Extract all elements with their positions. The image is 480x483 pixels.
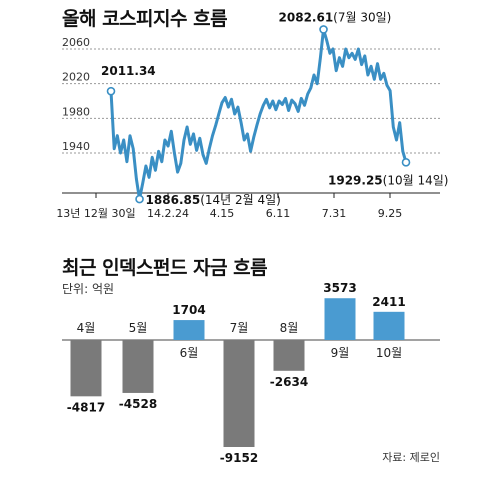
point-marker [401,158,411,167]
bar-category-label: 6월 [180,346,199,360]
y-tick-label: 1940 [62,140,90,153]
annotation-start: 2011.34 [101,64,156,78]
annotation-date: (10월 14일) [383,173,449,187]
bar-value-label: 3573 [323,281,356,295]
bar-8월 [273,340,305,371]
source-label: 자료: 제로인 [382,451,440,464]
annotation-low: 1886.85(14년 2월 4일) [146,193,281,207]
bar-value-label: 2411 [372,295,405,309]
x-tick-label: 14.2.24 [147,207,189,220]
bar-4월 [70,340,102,397]
bar-9월 [324,298,356,340]
extreme-markers [106,25,411,204]
annotation-end: 1929.25(10월 14일) [328,173,448,187]
annotation-value: 2011.34 [101,64,156,78]
bar-5월 [122,340,154,393]
bar-category-label: 9월 [331,346,350,360]
bar-value-label: -9152 [220,451,258,465]
annotations: 2011.34 1886.85(14년 2월 4일) 2082.61(7월 30일)… [101,10,448,207]
annotation-date: (14년 2월 4일) [200,193,281,207]
bar-6월 [173,320,205,340]
x-tick-label: 6.11 [266,207,291,220]
y-tick-label: 1980 [62,105,90,118]
annotation-high: 2082.61(7월 30일) [279,10,392,24]
y-axis-ticks: 2060 2020 1980 1940 [62,36,90,153]
annotation-value: 1886.85 [146,193,201,207]
bars: -4817 4월 -4528 5월 1704 6월 -9152 7월 -2634 8월 3573 9월… [67,281,406,465]
x-tick-label: 7.31 [322,207,347,220]
bar-value-label: -4528 [119,397,157,411]
annotation-value: 1929.25 [328,173,383,187]
point-marker [135,194,144,204]
bar-category-label: 10월 [376,346,402,360]
bar-category-label: 8월 [280,321,299,335]
bar-category-label: 5월 [129,321,148,335]
bar-10월 [373,311,405,340]
kospi-series-line [109,27,408,201]
kospi-chart-title: 올해 코스피지수 흐름 [62,8,228,30]
y-tick-label: 2060 [62,36,90,49]
x-tick-label: 4.15 [210,207,235,220]
grid-lines [62,48,440,154]
annotation-date: (7월 30일) [333,10,391,24]
x-axis-ticks: 13년 12월 30일 14.2.24 4.15 6.11 7.31 9.25 [56,193,402,220]
x-tick-label: 9.25 [378,207,403,220]
bar-value-label: 1704 [172,303,205,317]
bar-7월 [223,340,255,447]
annotation-value: 2082.61 [279,10,334,24]
point-marker [319,25,328,34]
y-tick-label: 2020 [62,71,90,84]
point-marker [106,86,116,96]
kospi-line-chart: 2060 2020 1980 1940 13년 12월 30일 14.2.24 4.15 6… [56,10,448,220]
bar-category-label: 4월 [77,321,96,335]
unit-label: 단위: 억원 [62,282,115,296]
x-tick-label: 13년 12월 30일 [56,206,135,220]
bar-category-label: 7월 [230,321,249,335]
fund-chart-title: 최근 인덱스펀드 자금 흐름 [62,257,268,279]
bar-value-label: -2634 [270,375,308,389]
bar-value-label: -4817 [67,400,105,414]
